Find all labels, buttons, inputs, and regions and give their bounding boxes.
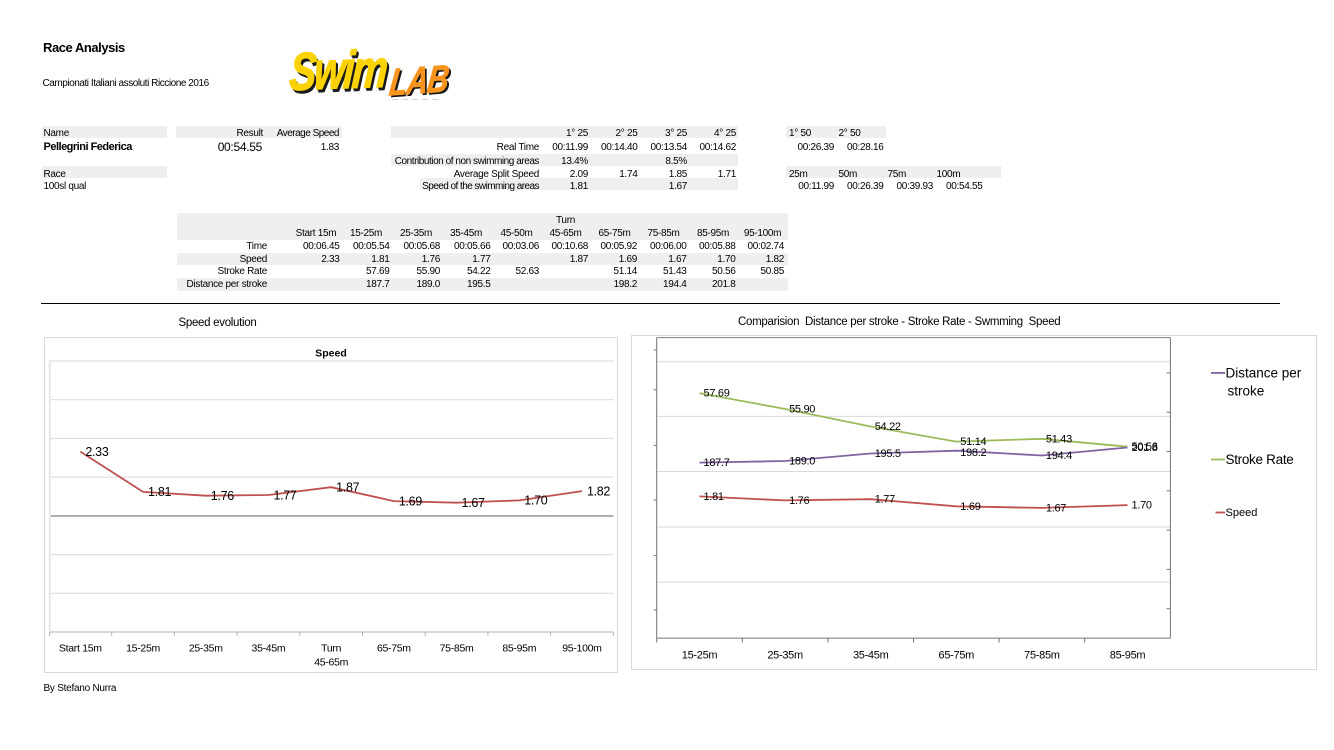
svg-text:Start 15m: Start 15m (59, 643, 102, 655)
svg-text:1.67: 1.67 (462, 496, 485, 510)
svg-text:1.77: 1.77 (273, 488, 296, 502)
svg-text:1.70: 1.70 (1132, 500, 1152, 512)
svg-text:50.56: 50.56 (1132, 441, 1158, 453)
svg-text:189.0: 189.0 (789, 456, 815, 468)
svg-text:1.70: 1.70 (524, 494, 547, 508)
svg-text:25-35m: 25-35m (189, 643, 223, 655)
svg-text:25-35m: 25-35m (767, 650, 803, 662)
svg-text:1.87: 1.87 (336, 481, 359, 495)
svg-text:51.43: 51.43 (1046, 433, 1072, 445)
svg-text:85-95m: 85-95m (502, 643, 536, 655)
svg-text:1.77: 1.77 (875, 494, 895, 506)
svg-text:1.76: 1.76 (789, 495, 809, 507)
svg-text:1.82: 1.82 (587, 484, 610, 498)
svg-text:201.8: 201.8 (1132, 442, 1158, 454)
svg-text:85-95m: 85-95m (1110, 650, 1146, 662)
svg-text:stroke: stroke (1228, 383, 1265, 398)
svg-text:187.7: 187.7 (704, 457, 730, 469)
svg-text:195.5: 195.5 (875, 448, 901, 460)
svg-text:15-25m: 15-25m (126, 643, 160, 655)
svg-text:1.81: 1.81 (148, 485, 171, 499)
svg-text:Distance per: Distance per (1226, 365, 1302, 380)
svg-text:75-85m: 75-85m (1024, 650, 1060, 662)
svg-text:35-45m: 35-45m (853, 650, 889, 662)
svg-text:1.81: 1.81 (704, 491, 724, 503)
svg-text:55.90: 55.90 (789, 404, 815, 416)
svg-text:198.2: 198.2 (960, 447, 986, 459)
svg-text:2.33: 2.33 (85, 445, 108, 459)
svg-text:45-65m: 45-65m (314, 656, 348, 668)
svg-text:15-25m: 15-25m (682, 650, 718, 662)
svg-text:75-85m: 75-85m (440, 643, 474, 655)
svg-text:Stroke Rate: Stroke Rate (1226, 452, 1294, 467)
svg-text:Speed: Speed (1226, 507, 1258, 519)
svg-text:194.4: 194.4 (1046, 450, 1072, 462)
svg-text:54.22: 54.22 (875, 421, 901, 433)
svg-text:51.14: 51.14 (960, 436, 986, 448)
svg-text:35-45m: 35-45m (252, 643, 286, 655)
svg-text:65-75m: 65-75m (377, 643, 411, 655)
svg-text:95-100m: 95-100m (562, 643, 602, 655)
svg-text:65-75m: 65-75m (939, 650, 975, 662)
svg-text:1.67: 1.67 (1046, 502, 1066, 514)
svg-text:1.69: 1.69 (399, 494, 422, 508)
svg-text:1.76: 1.76 (211, 489, 234, 503)
svg-text:Speed: Speed (315, 348, 347, 360)
svg-text:57.69: 57.69 (704, 388, 730, 400)
svg-text:1.69: 1.69 (960, 501, 980, 513)
svg-text:Turn: Turn (321, 643, 341, 655)
